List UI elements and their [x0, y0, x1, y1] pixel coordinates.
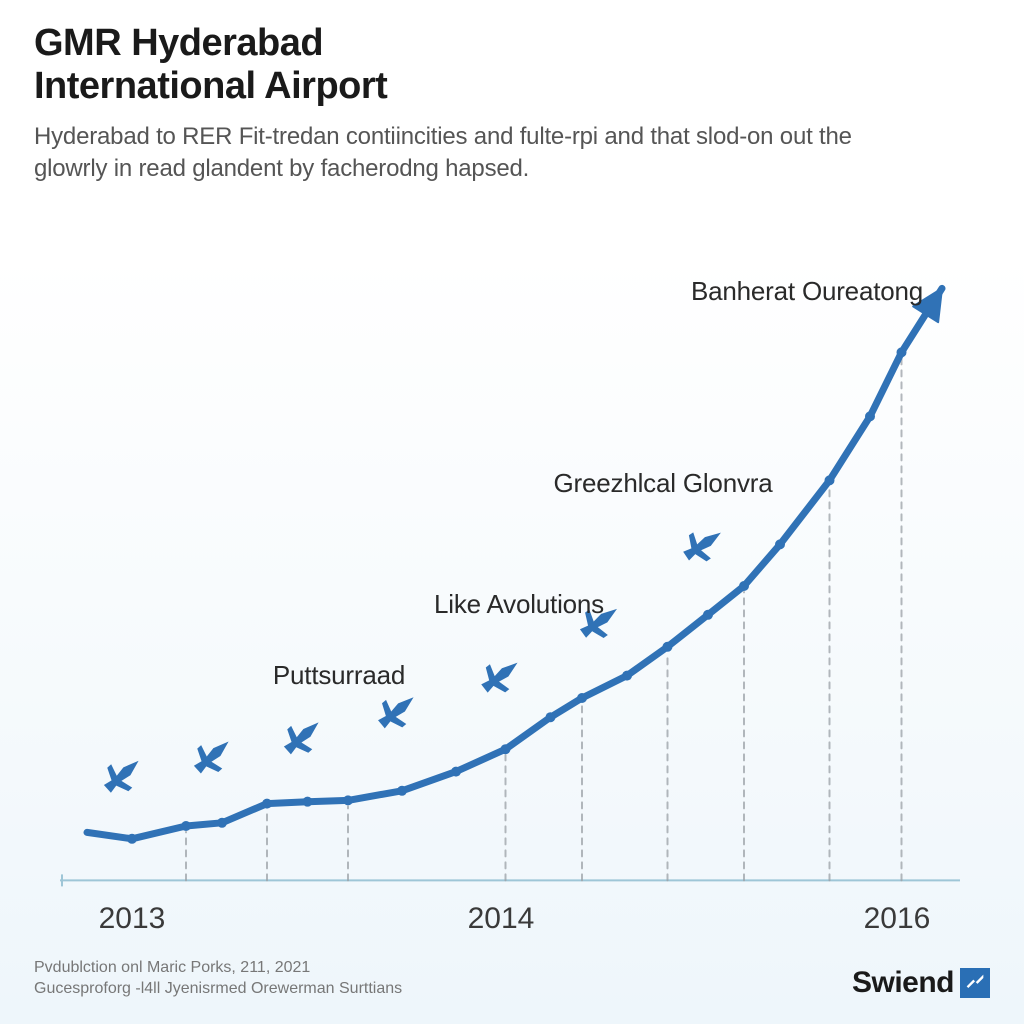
footer-credits: Pvdublction onl Maric Porks, 211, 2021 G…: [34, 957, 402, 1000]
brand-name: Swiend: [852, 966, 954, 1000]
x-axis-label: 2013: [99, 902, 166, 936]
chart-annotation: Puttsurraad: [273, 660, 405, 691]
footer-line-2: Gucesproforg -l4ll Jyenisrmed Orewerman …: [34, 978, 402, 1000]
title-block: GMR Hyderabad International Airport Hyde…: [34, 22, 854, 186]
brand-logo-icon: [960, 968, 990, 998]
footer-line-1: Pvdublction onl Maric Porks, 211, 2021: [34, 957, 402, 979]
page-subtitle: Hyderabad to RER Fit-tredan contiincitie…: [34, 121, 854, 186]
x-axis-labels: 2013 2014 2016: [60, 902, 960, 942]
growth-chart: [60, 250, 960, 890]
brand-block: Swiend: [852, 966, 990, 1000]
x-axis-label: 2014: [468, 902, 535, 936]
chart-annotation: Like Avolutions: [434, 589, 604, 620]
title-line-1: GMR Hyderabad: [34, 22, 323, 64]
chart-annotation: Greezhlcal Glonvra: [554, 468, 773, 499]
chart-annotation: Banherat Oureatong: [691, 276, 923, 307]
title-line-2: International Airport: [34, 65, 387, 107]
page-title: GMR Hyderabad International Airport: [34, 22, 854, 107]
x-axis-label: 2016: [864, 902, 931, 936]
chart-svg: [60, 250, 960, 890]
